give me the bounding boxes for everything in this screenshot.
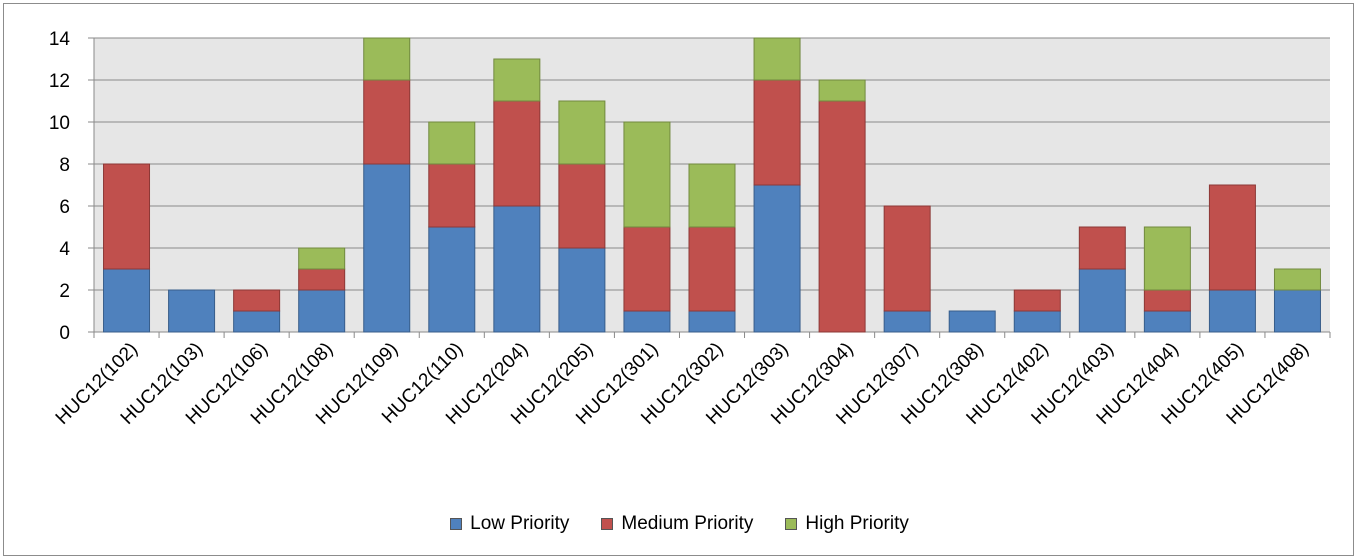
bar-segment-high-priority [623, 121, 671, 228]
bar-segment-low-priority [948, 310, 996, 333]
bar-segment-medium-priority [1078, 226, 1126, 270]
y-tick-label: 14 [49, 29, 71, 50]
bar-segment-high-priority [558, 100, 606, 165]
chart-legend: Low Priority Medium Priority High Priori… [0, 513, 1359, 535]
bar-segment-high-priority [298, 247, 346, 270]
legend-swatch-low [450, 518, 463, 530]
bar-segment-high-priority [363, 37, 411, 81]
bar-segment-high-priority [1143, 226, 1191, 291]
y-tick-label: 6 [59, 197, 70, 218]
bar-segment-high-priority [818, 79, 866, 102]
legend-swatch-medium [601, 518, 614, 530]
bar-segment-low-priority [558, 247, 606, 333]
bar-segment-medium-priority [883, 205, 931, 312]
bar-segment-low-priority [753, 184, 801, 333]
bar-segment-medium-priority [1143, 289, 1191, 312]
legend-item-low: Low Priority [450, 513, 569, 535]
legend-swatch-high [785, 518, 798, 530]
bar-segment-low-priority [1273, 289, 1321, 333]
bar-segment-low-priority [688, 310, 736, 333]
bar-segment-high-priority [1273, 268, 1321, 291]
bar-segment-low-priority [363, 163, 411, 333]
bar-segment-high-priority [493, 58, 541, 102]
y-tick-label: 0 [59, 323, 70, 344]
bar-segment-low-priority [883, 310, 931, 333]
bar-segment-high-priority [753, 37, 801, 81]
bar-segment-medium-priority [1208, 184, 1256, 291]
y-tick-label: 12 [49, 71, 70, 92]
bar-segment-low-priority [1013, 310, 1061, 333]
legend-label-low: Low Priority [470, 513, 570, 534]
bar-segment-medium-priority [103, 163, 151, 270]
bar-segment-medium-priority [493, 100, 541, 207]
legend-item-high: High Priority [785, 513, 909, 535]
bar-segment-low-priority [233, 310, 281, 333]
bar-segment-low-priority [168, 289, 216, 333]
legend-item-medium: Medium Priority [601, 513, 753, 535]
y-tick-label: 8 [59, 155, 70, 176]
y-tick-label: 10 [49, 113, 70, 134]
bar-segment-medium-priority [1013, 289, 1061, 312]
legend-label-high: High Priority [805, 513, 909, 534]
bar-segment-medium-priority [233, 289, 281, 312]
bar-segment-low-priority [623, 310, 671, 333]
legend-label-medium: Medium Priority [621, 513, 754, 534]
bar-segment-low-priority [428, 226, 476, 333]
bar-segment-medium-priority [363, 79, 411, 165]
bar-segment-medium-priority [818, 100, 866, 333]
bar-segment-low-priority [1078, 268, 1126, 333]
bar-segment-low-priority [1143, 310, 1191, 333]
bar-segment-low-priority [1208, 289, 1256, 333]
bar-segment-medium-priority [753, 79, 801, 186]
bar-segment-high-priority [688, 163, 736, 228]
bar-segment-high-priority [428, 121, 476, 165]
bar-segment-medium-priority [623, 226, 671, 312]
bar-segment-medium-priority [298, 268, 346, 291]
y-tick-label: 4 [59, 239, 70, 260]
bar-segment-medium-priority [428, 163, 476, 228]
bar-segment-medium-priority [558, 163, 606, 249]
stacked-bar-chart: 02468101214HUC12(102)HUC12(103)HUC12(106… [49, 29, 1331, 429]
bar-segment-low-priority [103, 268, 151, 333]
bar-segment-medium-priority [688, 226, 736, 312]
bar-segment-low-priority [493, 205, 541, 333]
y-tick-label: 2 [59, 281, 70, 302]
bar-segment-low-priority [298, 289, 346, 333]
